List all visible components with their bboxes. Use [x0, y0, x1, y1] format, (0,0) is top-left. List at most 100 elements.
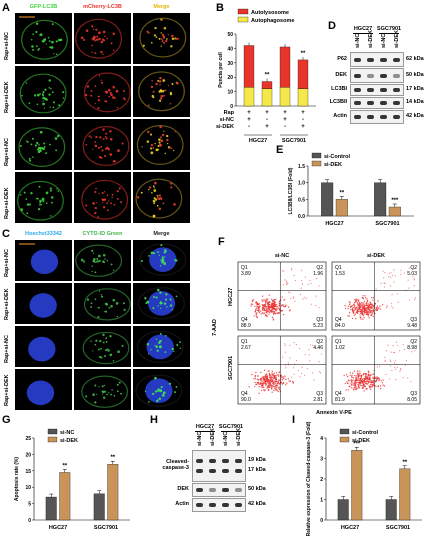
event-dot — [289, 310, 291, 312]
event-dot — [274, 313, 277, 315]
event-dot — [372, 377, 374, 380]
puncta — [97, 95, 100, 98]
quadrant-id: Q3 — [410, 391, 417, 397]
bar — [107, 464, 119, 521]
event-dot — [389, 365, 392, 367]
treatment-mark: + — [301, 124, 305, 130]
event-dot — [308, 354, 310, 356]
puncta — [146, 300, 150, 304]
puncta — [113, 159, 116, 163]
treatment-mark: + — [283, 117, 287, 123]
event-dot — [282, 284, 285, 286]
quadrant-value: 81.9 — [335, 397, 345, 403]
event-dot — [294, 300, 296, 303]
event-dot — [384, 360, 386, 363]
event-dot — [276, 308, 278, 310]
event-dot — [281, 310, 284, 312]
event-dot — [367, 308, 370, 310]
panel-g-label: G — [2, 414, 11, 426]
event-dot — [351, 372, 354, 374]
event-dot — [286, 382, 288, 384]
event-dot — [371, 385, 374, 387]
event-dot — [268, 301, 271, 303]
puncta — [151, 191, 153, 194]
event-dot — [260, 389, 263, 392]
event-dot — [352, 388, 355, 391]
puncta — [120, 201, 123, 204]
event-dot — [343, 374, 345, 377]
puncta — [90, 306, 93, 308]
puncta — [32, 156, 34, 158]
panel-c-image — [74, 369, 131, 410]
event-dot — [374, 377, 377, 380]
event-dot — [260, 386, 262, 388]
puncta — [110, 393, 113, 396]
event-dot — [309, 280, 311, 282]
puncta — [39, 93, 41, 95]
puncta — [100, 79, 103, 81]
event-dot — [374, 380, 377, 383]
event-dot — [351, 380, 353, 382]
event-dot — [305, 298, 307, 300]
panel-c-cell-image — [75, 244, 123, 277]
event-dot — [284, 376, 286, 378]
event-dot — [359, 314, 361, 316]
puncta — [108, 306, 111, 309]
event-dot — [376, 308, 379, 310]
event-dot — [281, 379, 284, 381]
puncta — [104, 310, 106, 313]
event-dot — [354, 388, 357, 391]
event-dot — [389, 285, 391, 287]
puncta — [163, 28, 165, 30]
event-dot — [353, 384, 355, 386]
event-dot — [317, 347, 319, 350]
event-dot — [275, 372, 278, 374]
cell-outline — [83, 288, 131, 321]
puncta — [91, 265, 93, 267]
event-dot — [254, 310, 257, 312]
panel-d-band-kda: 62 kDa — [406, 55, 424, 62]
event-dot — [360, 312, 362, 314]
puncta — [97, 306, 100, 309]
panel-d-band — [354, 88, 361, 92]
puncta — [100, 50, 103, 54]
event-dot — [276, 306, 278, 308]
event-dot — [276, 374, 278, 376]
puncta — [159, 265, 162, 267]
event-dot — [265, 380, 267, 383]
event-dot — [359, 382, 362, 385]
panel-d-band — [367, 57, 374, 62]
event-dot — [354, 387, 356, 389]
group-label: HGC27 — [249, 138, 267, 144]
puncta — [96, 260, 99, 263]
y-tick-label: 1.5 — [298, 164, 305, 170]
panel-f-col-label: si-DEK — [366, 253, 386, 259]
panel-c-cell-image — [26, 380, 55, 406]
puncta — [59, 38, 63, 42]
event-dot — [382, 379, 384, 381]
puncta — [160, 139, 164, 143]
puncta — [148, 188, 150, 191]
event-dot — [382, 270, 384, 272]
panel-h-band-name: DEK — [177, 486, 189, 492]
x-tick-label: SGC7901 — [375, 221, 399, 227]
event-dot — [366, 388, 368, 390]
event-dot — [376, 307, 378, 309]
puncta — [113, 203, 116, 206]
y-tick-label: 2 — [320, 477, 323, 483]
event-dot — [266, 301, 268, 304]
puncta — [151, 79, 153, 82]
event-dot — [359, 379, 361, 382]
event-dot — [366, 377, 369, 379]
event-dot — [413, 285, 415, 287]
panel-d-band-kda: 17 kDa — [406, 86, 424, 92]
puncta — [160, 259, 162, 261]
puncta — [52, 106, 55, 109]
event-dot — [365, 377, 368, 379]
event-dot — [347, 308, 349, 310]
puncta — [162, 393, 165, 396]
event-dot — [366, 300, 369, 303]
quadrant-id: Q2 — [316, 265, 323, 271]
